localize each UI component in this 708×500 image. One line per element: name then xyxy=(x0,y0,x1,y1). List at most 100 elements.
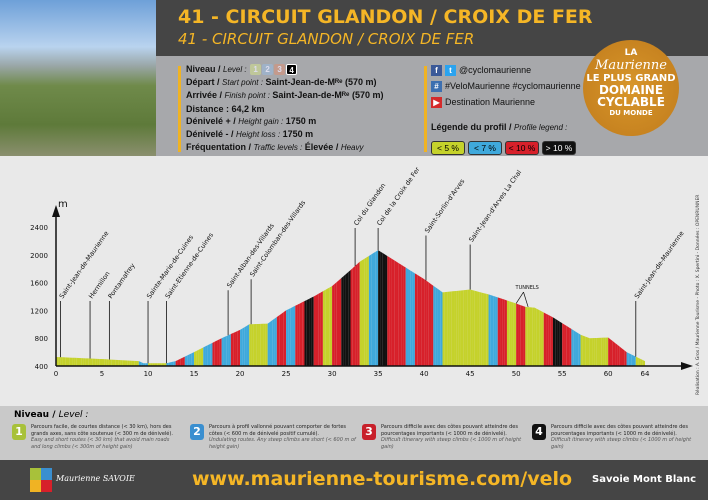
gain-label-en: Height gain : xyxy=(238,116,284,126)
profile-segment xyxy=(111,359,114,366)
profile-segment xyxy=(191,352,195,366)
level-desc-en: Undulating routes. Any steep climbs are … xyxy=(209,437,356,450)
profile-segment xyxy=(465,289,468,366)
profile-segment xyxy=(442,292,445,366)
profile-segment xyxy=(619,346,622,366)
profile-segment xyxy=(313,295,316,366)
profile-segment xyxy=(189,353,192,366)
profile-segment xyxy=(72,357,75,366)
divider xyxy=(178,66,181,152)
profile-segment xyxy=(122,360,126,366)
profile-segment xyxy=(486,293,489,366)
x-tick-label: 10 xyxy=(144,370,153,378)
profile-segment xyxy=(210,342,213,366)
profile-segment xyxy=(322,289,326,366)
profile-segment xyxy=(449,291,452,366)
social-handle[interactable]: @cyclomaurienne xyxy=(459,65,532,75)
social-links: f t @cyclomaurienne # #VeloMaurienne #cyclo… xyxy=(431,62,581,110)
profile-segment xyxy=(125,360,128,366)
x-tick-label: 0 xyxy=(54,370,58,378)
y-tick-label: 400 xyxy=(35,363,48,371)
level-key-title: Niveau / Level : xyxy=(14,410,89,420)
profile-segment xyxy=(375,250,379,366)
profile-segment xyxy=(267,321,270,366)
profile-segment xyxy=(292,305,296,366)
y-tick-label: 2000 xyxy=(30,252,48,260)
profile-segment xyxy=(309,297,312,366)
profile-segment xyxy=(500,298,503,366)
footer xyxy=(0,460,708,500)
savoie-mont-blanc-logo: Savoie Mont Blanc xyxy=(592,474,697,485)
profile-segment xyxy=(389,257,392,366)
profile-segment xyxy=(594,337,597,366)
profile-segment xyxy=(341,276,344,366)
profile-segment xyxy=(171,361,174,366)
legend-title: Légende du profil xyxy=(431,122,507,132)
profile-segment xyxy=(601,337,604,366)
profile-segment xyxy=(251,324,254,366)
profile-segment xyxy=(493,295,496,366)
profile-segment xyxy=(555,318,558,366)
profile-segment xyxy=(596,337,599,366)
profile-segment xyxy=(421,277,425,366)
profile-segment xyxy=(134,360,137,366)
profile-segment xyxy=(536,308,540,366)
level-label-en: Level : xyxy=(223,65,247,74)
profile-segment xyxy=(394,260,397,366)
level-key-title-en: Level : xyxy=(58,410,89,420)
profile-segment xyxy=(198,348,201,366)
loss-row: Dénivelé - / Height loss : 1750 m xyxy=(186,129,314,140)
profile-segment xyxy=(85,358,89,366)
profile-segment xyxy=(502,298,505,366)
profile-segment xyxy=(129,360,132,366)
profile-segment xyxy=(451,291,455,366)
profile-segment xyxy=(559,321,563,366)
profile-segment xyxy=(612,341,616,366)
profile-segment xyxy=(454,290,457,366)
profile-segment xyxy=(520,305,524,366)
profile-segment xyxy=(391,258,395,366)
profile-segment xyxy=(76,357,80,366)
profile-segment xyxy=(92,358,96,366)
profile-segment xyxy=(272,318,275,366)
profile-segment xyxy=(79,358,82,366)
profile-segment xyxy=(460,290,464,366)
profile-segment xyxy=(217,339,220,366)
profile-segment xyxy=(412,271,415,366)
profile-segment xyxy=(564,324,567,366)
profile-segment xyxy=(244,325,247,366)
social-handle-row[interactable]: f t @cyclomaurienne xyxy=(431,62,581,78)
profile-segment xyxy=(633,355,636,366)
youtube-row[interactable]: ▶ Destination Maurienne xyxy=(431,94,581,110)
hashtags: #VeloMaurienne #cyclomaurienne xyxy=(445,81,581,91)
profile-segment xyxy=(529,307,533,366)
profile-segment xyxy=(380,251,383,366)
youtube-channel[interactable]: Destination Maurienne xyxy=(445,97,536,107)
page-subtitle: 41 - CIRCUIT GLANDON / CROIX DE FER xyxy=(178,30,475,48)
profile-segment xyxy=(336,280,339,366)
maurienne-logo: Maurienne SAVOIE xyxy=(56,474,135,483)
profile-segment xyxy=(495,296,498,366)
profile-segment xyxy=(173,361,176,366)
profile-segment xyxy=(610,339,613,366)
website-link[interactable]: www.maurienne-tourisme.com/velo xyxy=(192,468,573,490)
profile-segment xyxy=(120,360,123,366)
profile-segment xyxy=(472,290,475,366)
profile-legend: < 5 % < 7 % < 10 % > 10 % xyxy=(431,136,579,155)
profile-segment xyxy=(219,338,222,366)
profile-segment xyxy=(115,359,119,366)
level-key: Niveau / Level : 1 Parcours facile, de co… xyxy=(0,406,708,460)
legend-lt5: < 5 % xyxy=(431,141,465,155)
profile-segment xyxy=(168,362,172,366)
facebook-icon: f xyxy=(431,65,442,77)
x-tick-label: 45 xyxy=(466,370,475,378)
profile-segment xyxy=(624,350,627,366)
profile-segment xyxy=(527,307,530,366)
profile-segment xyxy=(249,324,252,366)
profile-segment xyxy=(58,357,61,366)
twitter-icon: t xyxy=(445,65,456,77)
profile-segment xyxy=(426,280,429,366)
level-desc-fr: Parcours difficile avec des côtes pouvan… xyxy=(381,424,518,437)
loss-label: Dénivelé - xyxy=(186,129,229,140)
